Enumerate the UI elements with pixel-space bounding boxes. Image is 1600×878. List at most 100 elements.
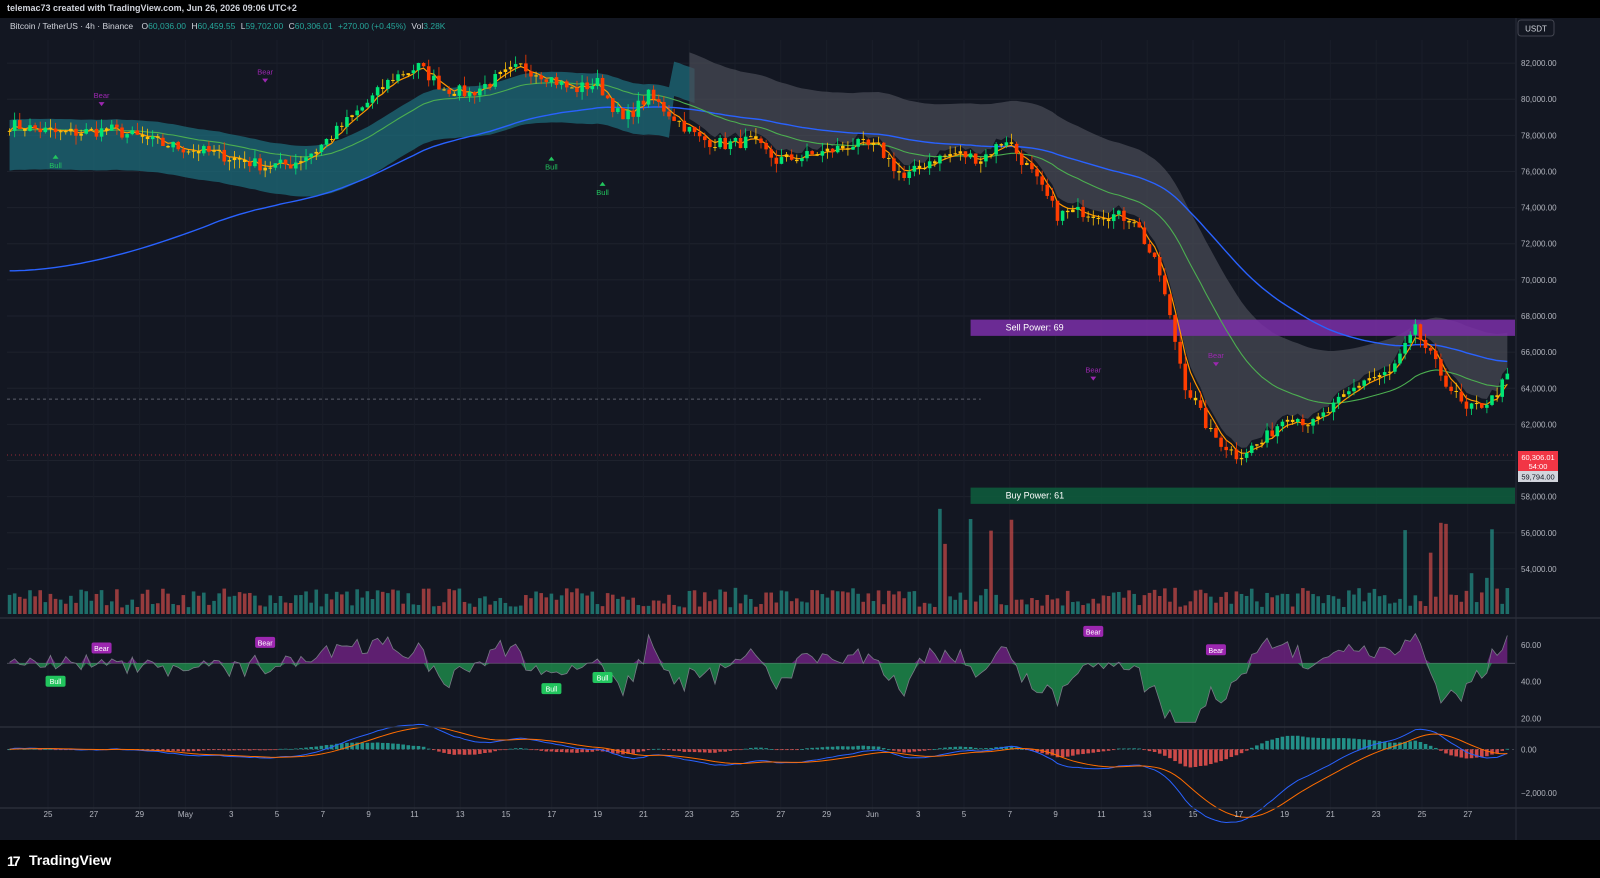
candle-body <box>1060 210 1065 221</box>
candle-body <box>28 125 32 131</box>
candle-body <box>626 110 630 120</box>
candle-body <box>662 102 666 112</box>
candle-body <box>130 130 135 135</box>
macd-histogram-bar <box>1290 735 1295 750</box>
macd-histogram-bar <box>748 747 753 750</box>
candle-body <box>1433 350 1438 360</box>
x-tick-label: 15 <box>502 810 511 819</box>
macd-histogram-bar <box>1265 740 1269 750</box>
volume-bar <box>273 602 278 614</box>
volume-bar <box>340 594 344 614</box>
volume-bar <box>881 604 886 614</box>
candle-body <box>1055 200 1060 221</box>
volume-bar <box>365 591 370 614</box>
volume-bar <box>1295 593 1300 614</box>
svg-text:USDT: USDT <box>1525 25 1547 34</box>
candle-body <box>876 142 881 144</box>
candle-body <box>1239 457 1244 460</box>
candle-body <box>421 62 426 67</box>
candle-body <box>1173 315 1177 342</box>
volume-bar <box>1096 603 1101 614</box>
currency-button[interactable]: USDT <box>1517 19 1555 37</box>
volume-bar <box>1265 592 1269 614</box>
candle-body <box>1234 449 1239 460</box>
macd-histogram-bar <box>1152 749 1157 752</box>
x-tick-label: 5 <box>962 810 967 819</box>
candle-body <box>892 158 896 172</box>
volume-bar <box>467 603 472 614</box>
candle-body <box>1306 425 1310 427</box>
macd-histogram-bar <box>202 749 206 751</box>
volume-bar <box>1444 523 1448 614</box>
candle-body <box>943 155 947 157</box>
candle-body <box>406 73 411 76</box>
volume-bar <box>876 590 881 614</box>
macd-histogram-bar <box>401 744 405 750</box>
volume-bar <box>166 593 170 614</box>
macd-histogram-bar <box>651 748 656 750</box>
volume-bar <box>963 599 968 614</box>
volume-bar <box>38 590 43 614</box>
trading-chart[interactable]: Sell Power: 69 Buy Power: 61 Bear Bull Bear… <box>0 18 1600 840</box>
candle-body <box>1372 377 1377 379</box>
macd-histogram-bar <box>416 746 421 750</box>
candle-body <box>1377 375 1382 378</box>
candle-body <box>1040 176 1044 185</box>
volume-bar <box>43 602 48 614</box>
svg-text:54:00: 54:00 <box>1529 462 1548 471</box>
volume-bar <box>667 594 671 614</box>
candle-body <box>672 116 676 121</box>
macd-histogram-bar <box>544 749 549 752</box>
volume-bar <box>1255 601 1259 614</box>
volume-bar <box>570 592 574 614</box>
macd-histogram-bar <box>340 743 344 750</box>
volume-bar <box>375 590 380 614</box>
candle-body <box>958 151 963 154</box>
volume-bar <box>268 595 273 614</box>
candle-body <box>171 141 175 148</box>
tradingview-logo-icon: 17 <box>7 853 21 869</box>
candle-body <box>191 150 196 152</box>
bear-marker-icon <box>1090 376 1097 381</box>
macd-histogram-bar <box>1137 748 1142 750</box>
volume-bar <box>1071 602 1075 614</box>
volume-bar <box>1423 605 1428 614</box>
volume-bar <box>871 601 876 614</box>
candle-body <box>656 99 661 103</box>
volume-bar <box>1163 588 1167 614</box>
macd-histogram-bar <box>590 749 595 752</box>
volume-bar <box>1111 592 1116 614</box>
candle-body <box>794 159 799 162</box>
candle-body <box>1459 391 1464 402</box>
candle-body <box>636 100 641 117</box>
macd-histogram-bar <box>810 747 814 750</box>
volume-bar <box>938 508 942 614</box>
candle-body <box>242 159 247 162</box>
volume-bar <box>324 593 329 614</box>
volume-bar <box>999 604 1004 614</box>
volume-bar <box>1214 602 1218 614</box>
candle-body <box>968 153 973 158</box>
candle-body <box>866 139 871 145</box>
candle-body <box>723 138 728 150</box>
candle-body <box>1219 437 1223 447</box>
candle-body <box>708 140 712 148</box>
candle-body <box>733 137 738 142</box>
volume-bar <box>794 598 799 614</box>
candle-body <box>161 137 165 147</box>
volume-bar <box>1306 590 1310 614</box>
candle-body <box>1014 143 1019 154</box>
x-tick-label: Jun <box>866 810 879 819</box>
macd-histogram-bar <box>825 746 830 750</box>
volume-bar <box>370 599 375 614</box>
candle-body <box>396 74 400 81</box>
volume-bar <box>1157 595 1162 614</box>
volume-bar <box>1459 601 1464 614</box>
macd-histogram-bar <box>1147 749 1152 752</box>
volume-bar <box>513 606 518 614</box>
macd-histogram-bar <box>1474 749 1479 758</box>
volume-bar <box>590 591 595 614</box>
candle-body <box>478 88 482 96</box>
macd-histogram-bar <box>58 749 63 751</box>
macd-histogram-bar <box>437 749 441 752</box>
